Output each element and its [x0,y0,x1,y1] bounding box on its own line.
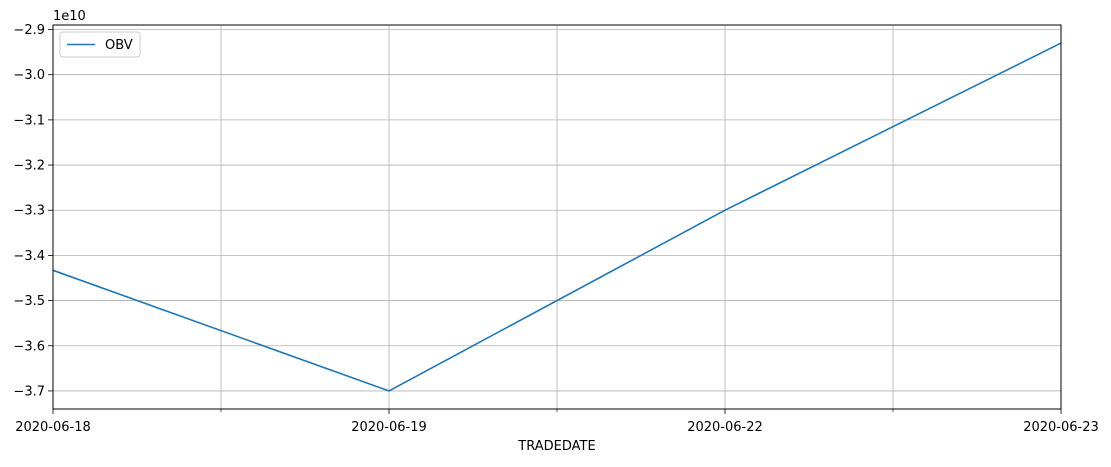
x-tick-label: 2020-06-18 [15,420,91,435]
ticks-layer: 2020-06-18 2020-06-19 2020-06-22 2020-06-23… [13,23,1098,435]
y-tick-label: −3.4 [13,249,45,264]
legend-label-obv: OBV [105,38,133,53]
y-tick-label: −3.5 [13,294,45,309]
y-tick-label: −3.6 [13,339,45,354]
y-tick-label: −3.7 [13,384,45,399]
y-tick-label: −2.9 [13,23,45,38]
grid-layer [53,25,1061,409]
x-tick-label: 2020-06-23 [1023,420,1099,435]
x-axis-label: TRADEDATE [517,439,595,454]
y-tick-label: −3.3 [13,204,45,219]
y-tick-label: −3.1 [13,113,45,128]
legend: OBV [60,32,140,57]
y-tick-label: −3.0 [13,68,45,83]
y-offset-text: 1e10 [53,9,86,24]
x-tick-label: 2020-06-22 [687,420,763,435]
x-tick-label: 2020-06-19 [351,420,427,435]
y-tick-label: −3.2 [13,159,45,174]
